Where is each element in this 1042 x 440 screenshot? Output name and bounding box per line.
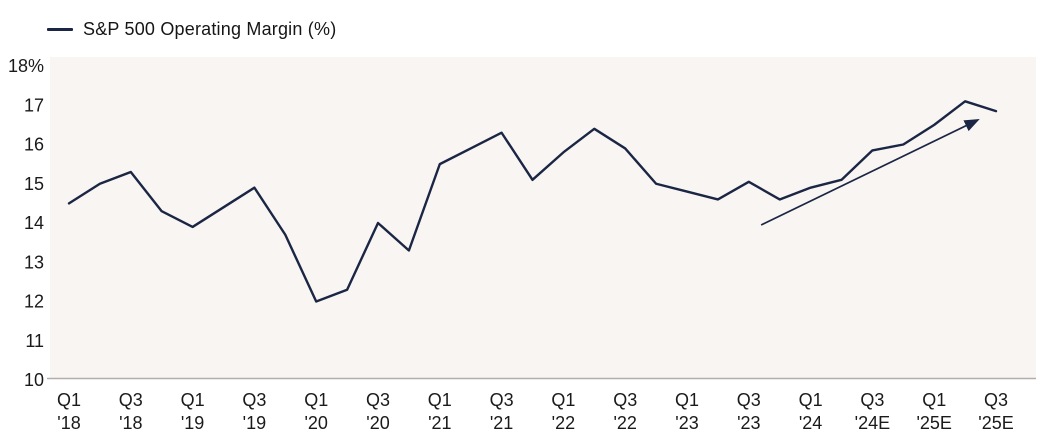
y-axis-tick-label: 14 [24, 213, 44, 233]
y-axis-tick-label: 12 [24, 292, 44, 312]
trend-arrow [760, 119, 980, 226]
x-axis-tick-label: Q3'25E [978, 390, 1013, 433]
x-axis-tick-label: Q1'19 [181, 390, 205, 433]
x-axis-tick-label: Q1'18 [57, 390, 81, 433]
legend-line-icon [47, 28, 73, 31]
x-axis-tick-label: Q3'24E [855, 390, 890, 433]
y-axis-tick-label: 17 [24, 95, 44, 115]
y-axis-tick-label: 11 [25, 331, 44, 351]
x-axis-tick-label: Q1'23 [675, 390, 699, 433]
x-axis-tick-label: Q1'20 [304, 390, 328, 433]
x-axis-tick-label: Q3'21 [490, 390, 514, 433]
operating-margin-line [67, 100, 998, 303]
y-axis-tick-label: 16 [24, 135, 44, 155]
x-axis-tick-label: Q1'24 [799, 390, 823, 433]
y-axis-tick-label: 13 [24, 252, 44, 272]
x-axis-tick-label: Q3'20 [366, 390, 390, 433]
x-axis-tick-label: Q3'23 [737, 390, 761, 433]
y-axis-tick-label: 15 [24, 174, 44, 194]
legend: S&P 500 Operating Margin (%) [47, 19, 336, 40]
x-axis-tick-label: Q1'21 [428, 390, 452, 433]
legend-label: S&P 500 Operating Margin (%) [83, 19, 337, 39]
x-axis-tick-label: Q3'19 [242, 390, 266, 433]
plot-background [50, 57, 1036, 378]
x-axis-tick-label: Q3'18 [119, 390, 143, 433]
x-axis-tick-label: Q1'25E [916, 390, 951, 433]
y-axis-tick-label: 18% [8, 56, 44, 76]
y-axis-tick-label: 10 [24, 370, 44, 390]
x-axis-tick-label: Q1'22 [551, 390, 575, 433]
x-axis-tick-label: Q3'22 [613, 390, 637, 433]
